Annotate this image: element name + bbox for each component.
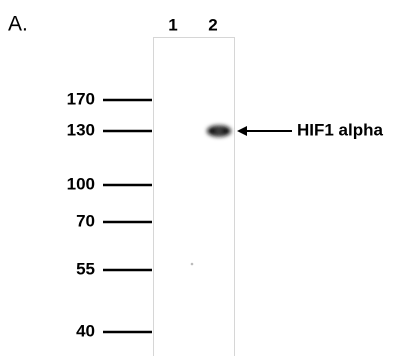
marker-ladder: 170 130 100 70 55 40 xyxy=(67,89,152,340)
blot-figure: A. 1 2 170 130 100 70 55 40 HIF1 alpha xyxy=(0,0,411,356)
marker-label: 70 xyxy=(76,211,95,230)
marker-label: 170 xyxy=(67,89,95,108)
marker-label: 40 xyxy=(76,321,95,340)
speck xyxy=(191,263,194,266)
membrane xyxy=(154,38,235,356)
panel-label: A. xyxy=(8,13,28,36)
lane-label: 2 xyxy=(208,15,217,34)
marker-label: 130 xyxy=(67,120,95,139)
marker-label: 100 xyxy=(67,174,95,193)
lane-label: 1 xyxy=(168,15,177,34)
band-label: HIF1 alpha xyxy=(297,120,384,139)
band xyxy=(207,126,231,137)
arrow-head xyxy=(237,126,247,136)
page: A. 1 2 170130100705540 HIF1 alpha (() =>… xyxy=(0,0,411,356)
marker-label: 55 xyxy=(76,259,95,278)
